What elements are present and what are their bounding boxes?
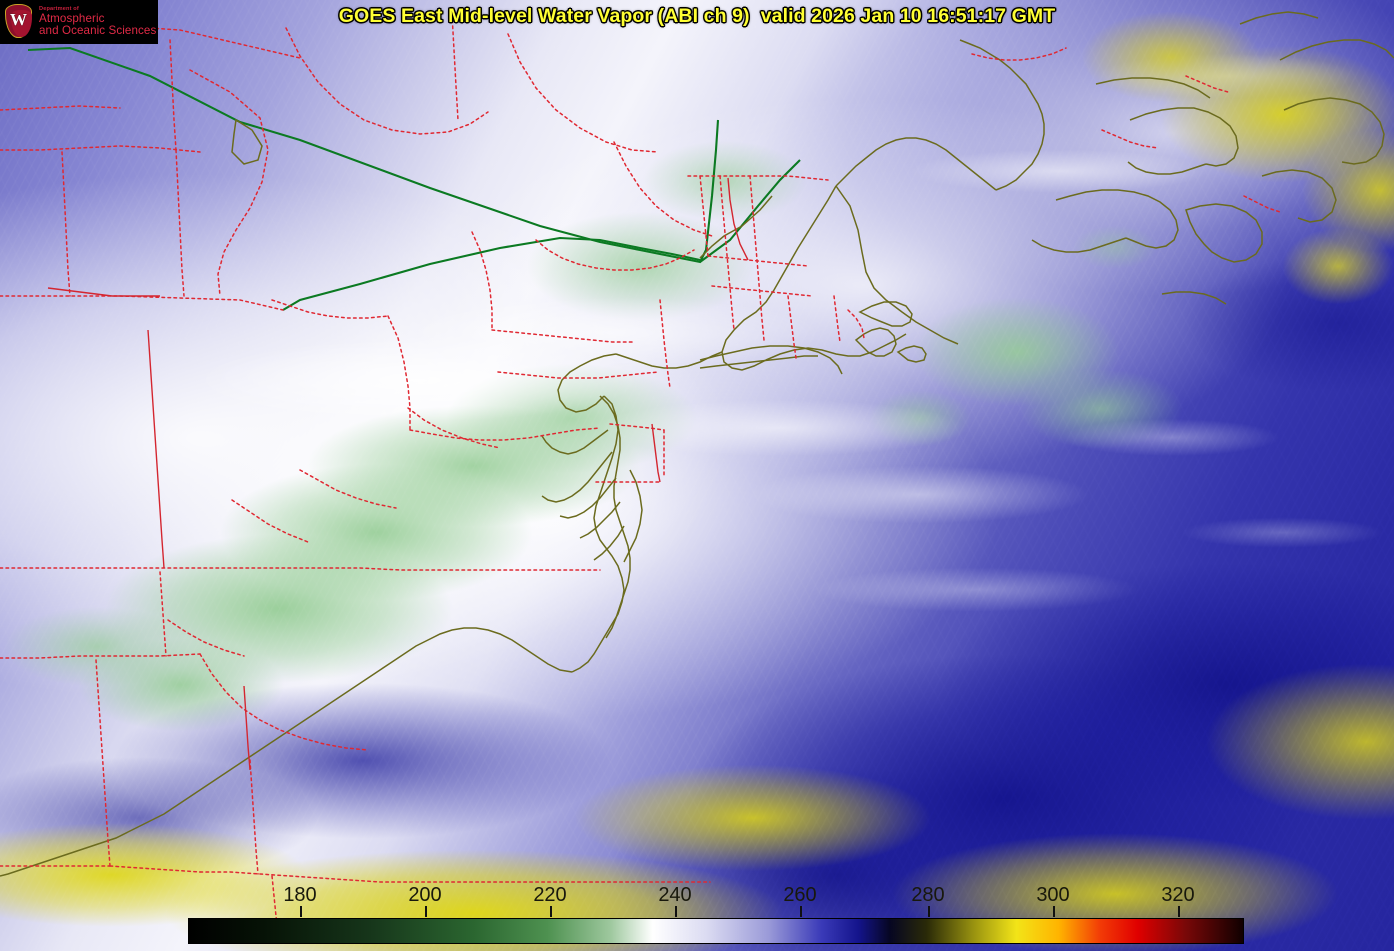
uw-crest-icon: W — [3, 2, 34, 42]
colorbar-tick-200 — [425, 906, 427, 917]
colorbar-label-280: 280 — [911, 884, 945, 906]
logo-line-1: Atmospheric — [39, 11, 105, 25]
colorbar-label-320: 320 — [1161, 884, 1195, 906]
logo-line-2: and Oceanic Sciences — [39, 23, 157, 37]
colorbar-tick-280 — [928, 906, 930, 917]
maritime-provincial-borders — [971, 47, 1281, 213]
colorbar-tick-marks — [188, 906, 1244, 918]
maritime-canada-coastline — [1031, 11, 1394, 305]
uw-aos-logo: W Department of Atmospheric and Oceanic … — [0, 0, 158, 44]
atlantic-coastline — [0, 185, 959, 877]
colorbar-gradient — [189, 919, 1243, 943]
state-boundaries — [0, 13, 865, 935]
colorbar-tick-300 — [1053, 906, 1055, 917]
colorbar-tick-320 — [1178, 906, 1180, 917]
state-boundaries-solid-segments — [47, 177, 749, 771]
colorbar-tick-labels: 180 200 220 240 260 280 300 320 — [0, 884, 1394, 908]
colorbar-label-300: 300 — [1036, 884, 1070, 906]
great-lakes-coastline — [231, 118, 773, 259]
international-border-canada — [27, 46, 801, 311]
colorbar-tick-180 — [300, 906, 302, 917]
colorbar-tick-260 — [800, 906, 802, 917]
crest-shield-shape — [5, 4, 32, 38]
logo-department-line: Department of — [39, 6, 79, 13]
colorbar-label-260: 260 — [783, 884, 817, 906]
chesapeake-bay-coastline — [541, 395, 643, 639]
colorbar-label-200: 200 — [408, 884, 442, 906]
colorbar-label-180: 180 — [283, 884, 317, 906]
colorbar — [188, 918, 1244, 944]
crest-shield-inner — [11, 10, 32, 37]
colorbar-label-220: 220 — [533, 884, 567, 906]
logo-text-block: Department of Atmospheric and Oceanic Sc… — [39, 6, 157, 37]
colorbar-tick-220 — [550, 906, 552, 917]
colorbar-tick-240 — [675, 906, 677, 917]
new-england-coastline — [835, 39, 1045, 191]
long-island-cape-cod-coastline — [699, 301, 927, 375]
crest-letter-w: W — [10, 10, 27, 29]
colorbar-label-240: 240 — [658, 884, 692, 906]
